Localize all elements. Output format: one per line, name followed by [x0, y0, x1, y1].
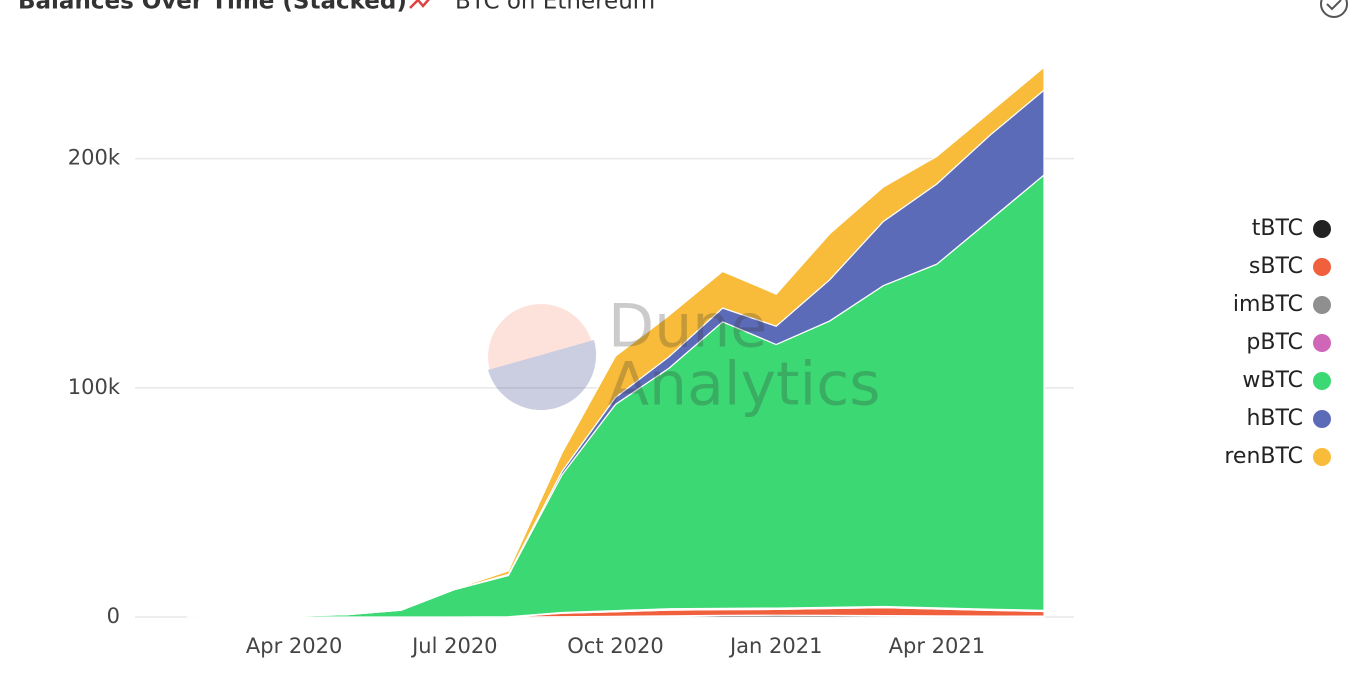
legend-marker [1313, 296, 1331, 314]
x-tick-label: Apr 2020 [246, 634, 342, 658]
legend-marker [1313, 372, 1331, 390]
watermark-logo-part [488, 340, 597, 411]
x-tick-label: Oct 2020 [567, 634, 663, 658]
legend-marker [1313, 410, 1331, 428]
legend-label: wBTC [1242, 368, 1303, 393]
watermark-text: Dune [608, 292, 767, 362]
watermark-text: Analytics [608, 350, 880, 420]
legend-marker [1313, 258, 1331, 276]
legend-label: pBTC [1246, 330, 1303, 355]
check-icon[interactable] [1320, 0, 1348, 18]
area [186, 65, 1045, 618]
legend-label: tBTC [1252, 216, 1303, 241]
y-tick-label: 0 [107, 604, 120, 628]
legend-label: renBTC [1224, 444, 1303, 469]
y-tick-label: 100k [68, 375, 121, 399]
legend-marker [1313, 448, 1331, 466]
check-mark [1326, 0, 1342, 11]
legend-label: hBTC [1246, 406, 1303, 431]
chart-title: Balances Over Time (Stacked) [18, 0, 407, 15]
y-tick-label: 200k [68, 146, 121, 170]
chart-subtitle: BTC on Ethereum [455, 0, 655, 15]
x-tick-label: Jan 2021 [728, 634, 823, 658]
legend-label: imBTC [1233, 292, 1303, 317]
watermark-logo [488, 304, 594, 410]
watermark: Dune Analytics [488, 292, 880, 420]
x-tick-label: Jul 2020 [410, 634, 497, 658]
legend-marker [1313, 334, 1331, 352]
title-icon [409, 0, 430, 9]
legend-label: sBTC [1249, 254, 1303, 279]
legend-marker [1313, 220, 1331, 238]
x-tick-label: Apr 2021 [889, 634, 985, 658]
